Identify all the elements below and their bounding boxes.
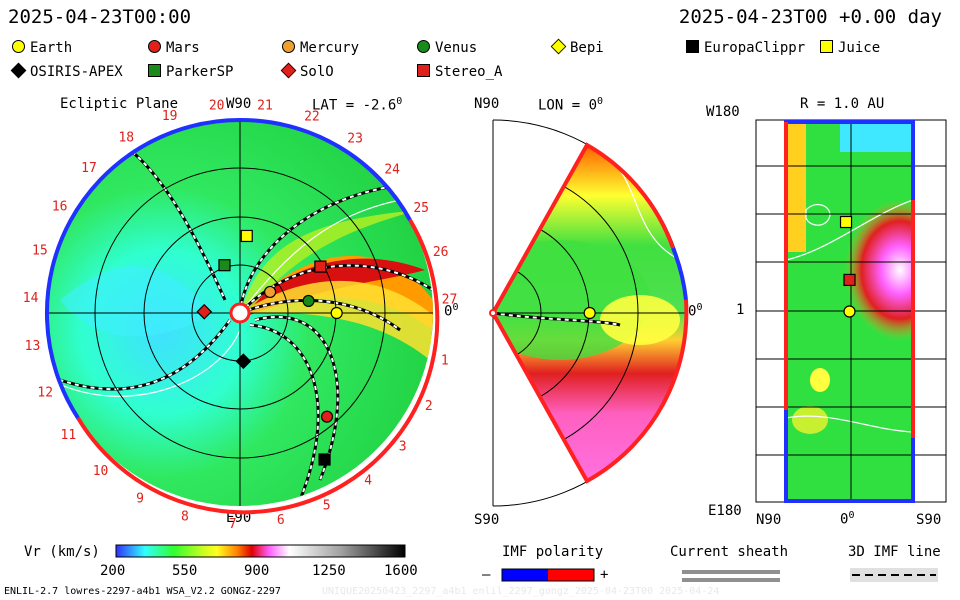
carrington-label-3: 3 xyxy=(399,440,407,455)
imf-polarity-label: IMF polarity xyxy=(502,544,604,560)
ecliptic-title: Ecliptic Plane xyxy=(60,96,179,112)
current-sheath-sample xyxy=(682,570,780,574)
legend-mars: Mars xyxy=(148,40,200,56)
carrington-label-22: 22 xyxy=(304,110,320,125)
sphere-x-right: S90 xyxy=(916,512,942,528)
legend-juice: Juice xyxy=(820,40,880,56)
sphere-juice-marker xyxy=(839,215,853,229)
legend-parkersp: ParkerSP xyxy=(148,64,233,80)
mercury-icon xyxy=(282,40,295,53)
sphere-stereo-a-marker xyxy=(843,273,856,287)
ecliptic-mercury-marker xyxy=(263,285,277,299)
carrington-label-4: 4 xyxy=(364,473,372,488)
colorbar-tick-1250: 1250 xyxy=(312,563,346,579)
carrington-label-24: 24 xyxy=(384,162,400,177)
meridional-right-label: 00 xyxy=(688,302,703,320)
ecliptic-osiris-apex-marker xyxy=(235,353,252,370)
legend-stereo-a: Stereo_A xyxy=(417,64,502,80)
colorbar-tick-200: 200 xyxy=(100,563,126,579)
carrington-label-5: 5 xyxy=(323,498,331,513)
carrington-label-8: 8 xyxy=(181,510,189,525)
current-sheath-label: Current sheath xyxy=(670,544,789,560)
colorbar-tick-1600: 1600 xyxy=(384,563,418,579)
legend-solo: SolO xyxy=(280,62,334,80)
meridional-earth-marker xyxy=(583,306,596,320)
carrington-label-20: 20 xyxy=(209,98,225,113)
legend-europaclipper: EuropaClippr xyxy=(686,40,805,56)
colorbar-tick-550: 550 xyxy=(172,563,198,579)
venus-icon xyxy=(417,40,430,53)
legend-earth: Earth xyxy=(12,40,72,56)
ecliptic-europaclippr-marker xyxy=(318,453,331,466)
ecliptic-juice-marker xyxy=(240,229,253,243)
carrington-label-27: 27 xyxy=(442,292,458,307)
carrington-label-23: 23 xyxy=(347,131,363,146)
ecliptic-stereo-a-marker xyxy=(314,260,327,273)
imf-positive-swatch xyxy=(548,569,594,581)
meridional-lon: LON = 00 xyxy=(538,96,604,114)
ecliptic-panel xyxy=(44,117,440,515)
timestamp-left: 2025-04-23T00:00 xyxy=(8,6,192,28)
carrington-label-17: 17 xyxy=(81,161,97,176)
carrington-label-16: 16 xyxy=(52,199,68,214)
imf-line-label: 3D IMF line xyxy=(848,544,941,560)
imf-minus: – xyxy=(482,567,491,583)
carrington-label-11: 11 xyxy=(61,428,77,443)
ecliptic-venus-marker xyxy=(302,294,315,308)
sphere-earth-marker xyxy=(843,305,856,318)
carrington-label-1: 1 xyxy=(441,354,449,369)
carrington-label-10: 10 xyxy=(93,464,109,479)
sphere-top-left: W180 xyxy=(706,104,740,120)
carrington-label-2: 2 xyxy=(425,399,433,414)
ecliptic-right-label: 00 xyxy=(444,302,459,320)
earth-icon xyxy=(12,40,25,53)
footer-watermark: UNIQUE20250423_2297_a4b1 enlil_2297_gong… xyxy=(322,586,720,597)
carrington-label-12: 12 xyxy=(37,386,53,401)
colorbar-label: Vr (km/s) xyxy=(24,544,100,560)
ecliptic-lat: LAT = -2.60 xyxy=(312,96,403,114)
carrington-label-15: 15 xyxy=(32,243,48,258)
colorbar xyxy=(115,544,406,558)
europa-clipper-icon xyxy=(686,40,699,53)
colorbar-tick-900: 900 xyxy=(244,563,270,579)
imf-negative-swatch xyxy=(502,569,548,581)
ecliptic-parkersp-marker xyxy=(218,259,231,272)
carrington-label-19: 19 xyxy=(162,109,178,124)
ecliptic-earth-marker xyxy=(330,306,343,320)
ecliptic-top-label: W90 xyxy=(226,96,252,112)
sphere-x-left: N90 xyxy=(756,512,782,528)
mars-icon xyxy=(148,40,161,53)
carrington-label-14: 14 xyxy=(23,291,39,306)
carrington-label-26: 26 xyxy=(433,245,449,260)
sphere-mid-left: 1 xyxy=(736,302,745,318)
imf-plus: + xyxy=(600,567,609,583)
sphere-x-mid: 00 xyxy=(840,510,855,528)
ecliptic-solo-marker xyxy=(196,303,213,320)
meridional-bottom-label: S90 xyxy=(474,512,500,528)
parker-icon xyxy=(148,64,161,77)
legend-mercury: Mercury xyxy=(282,40,359,56)
carrington-label-9: 9 xyxy=(136,492,144,507)
model-footer: ENLIL-2.7 lowres-2297-a4b1 WSA_V2.2 GONG… xyxy=(4,586,281,597)
ecliptic-mars-marker xyxy=(320,410,334,423)
meridional-top-label: N90 xyxy=(474,96,500,112)
carrington-label-25: 25 xyxy=(413,201,429,216)
legend-osiris-apex: OSIRIS-APEX xyxy=(10,62,123,80)
carrington-label-6: 6 xyxy=(277,513,285,528)
timestamp-right: 2025-04-23T00 +0.00 day xyxy=(678,6,942,28)
carrington-label-18: 18 xyxy=(118,130,134,145)
legend-bepi: Bepi xyxy=(550,38,604,56)
carrington-label-7: 7 xyxy=(229,517,237,532)
sphere-bottom-left: E180 xyxy=(708,503,742,519)
carrington-label-21: 21 xyxy=(257,98,273,113)
carrington-label-13: 13 xyxy=(25,339,41,354)
juice-icon xyxy=(820,40,833,53)
sphere-title: R = 1.0 AU xyxy=(800,96,885,112)
legend-venus: Venus xyxy=(417,40,477,56)
stereo-a-icon xyxy=(417,64,430,77)
